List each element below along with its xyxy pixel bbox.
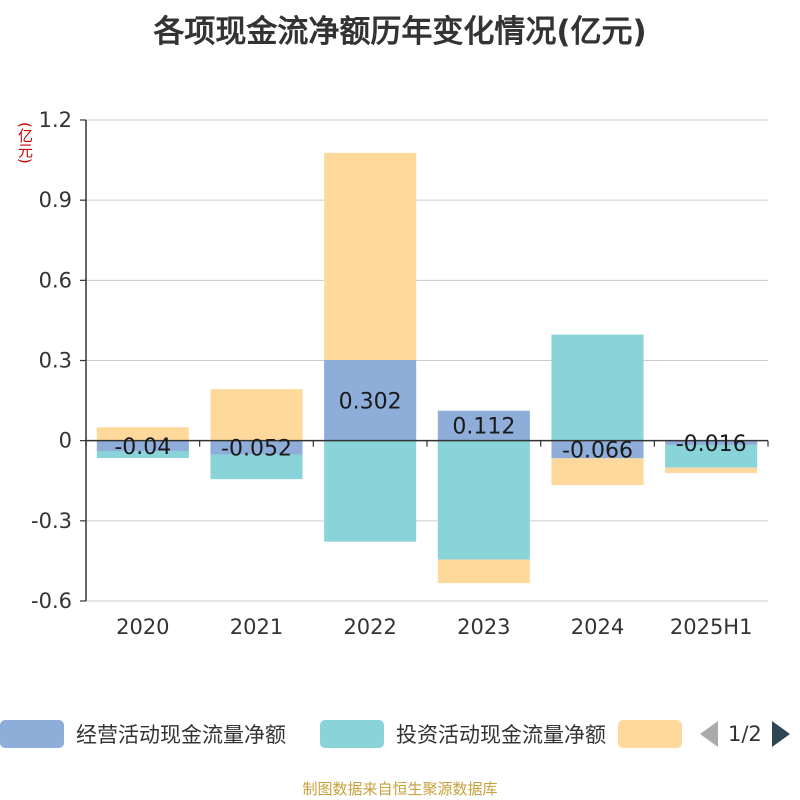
bar-segment	[210, 454, 303, 480]
legend-swatch-operating	[0, 720, 64, 748]
bar-segment	[96, 451, 189, 459]
x-tick-label: 2022	[343, 615, 396, 639]
legend-next-page-icon[interactable]	[771, 721, 790, 747]
bar-segment	[551, 458, 644, 486]
y-tick-label: 0.6	[39, 268, 72, 292]
y-tick-label: 1.2	[39, 108, 72, 132]
axes: 1.2 0.9 0.6 0.3 0 -0.3 -0.6 2020 2021 2022 2023 202…	[31, 108, 769, 639]
bar-segment	[324, 440, 417, 542]
y-tick-label: -0.3	[31, 509, 72, 533]
bar-data-label: 0.302	[339, 389, 402, 414]
chart-title: 各项现金流净额历年变化情况(亿元)	[153, 14, 647, 50]
bar-segment	[437, 559, 530, 584]
bar-data-label: -0.052	[221, 437, 292, 462]
x-tick-label: 2024	[571, 615, 624, 639]
legend-page-indicator: 1/2	[728, 722, 762, 746]
legend-prev-page-icon[interactable]	[700, 721, 718, 747]
bar-segment	[324, 152, 417, 360]
bar-segment	[665, 440, 758, 445]
bar-segment	[665, 467, 758, 474]
legend-swatch-investing	[320, 720, 384, 748]
y-tick-label: 0.3	[39, 349, 72, 373]
bar-segment	[665, 444, 758, 468]
bar-data-label: -0.066	[562, 438, 633, 463]
grid-lines	[86, 119, 768, 602]
x-tick-label: 2020	[116, 615, 169, 639]
data-source-note: 制图数据来自恒生聚源数据库	[302, 780, 498, 798]
bar-data-label: -0.04	[114, 435, 171, 460]
legend-swatch-financing	[618, 720, 682, 748]
bar-segment	[551, 334, 644, 441]
y-tick-label: 0.9	[39, 188, 72, 212]
x-tick-label: 2021	[230, 615, 283, 639]
bar-data-label: 0.112	[452, 415, 515, 440]
legend-item-financing[interactable]	[618, 716, 682, 752]
data-labels: -0.04 -0.052 0.302 0.112 -0.066 -0.016	[114, 389, 746, 463]
bars	[96, 152, 758, 584]
bar-segment	[437, 410, 530, 441]
bar-segment	[210, 440, 303, 455]
legend: 经营活动现金流量净额 投资活动现金流量净额 1/2	[0, 716, 800, 756]
legend-label-operating: 经营活动现金流量净额	[76, 723, 286, 747]
bar-segment	[96, 427, 189, 441]
bar-chart: 1.2 0.9 0.6 0.3 0 -0.3 -0.6 2020 2021 2022 2023 202…	[31, 108, 769, 639]
legend-pager: 1/2	[700, 716, 790, 752]
legend-item-operating[interactable]: 经营活动现金流量净额	[0, 716, 286, 752]
legend-item-investing[interactable]: 投资活动现金流量净额	[320, 716, 606, 752]
y-tick-label: -0.6	[31, 589, 72, 613]
bar-segment	[96, 440, 189, 452]
bar-segment	[551, 440, 644, 459]
y-tick-label: 0	[59, 429, 72, 453]
bar-segment	[324, 359, 417, 441]
x-tick-label: 2023	[457, 615, 510, 639]
legend-label-investing: 投资活动现金流量净额	[396, 723, 606, 747]
y-axis-unit-label: (亿元)	[16, 122, 34, 164]
bar-segment	[210, 389, 303, 441]
bar-segment	[437, 440, 530, 560]
x-tick-label: 2025H1	[670, 615, 753, 639]
bar-data-label: -0.016	[676, 432, 747, 457]
